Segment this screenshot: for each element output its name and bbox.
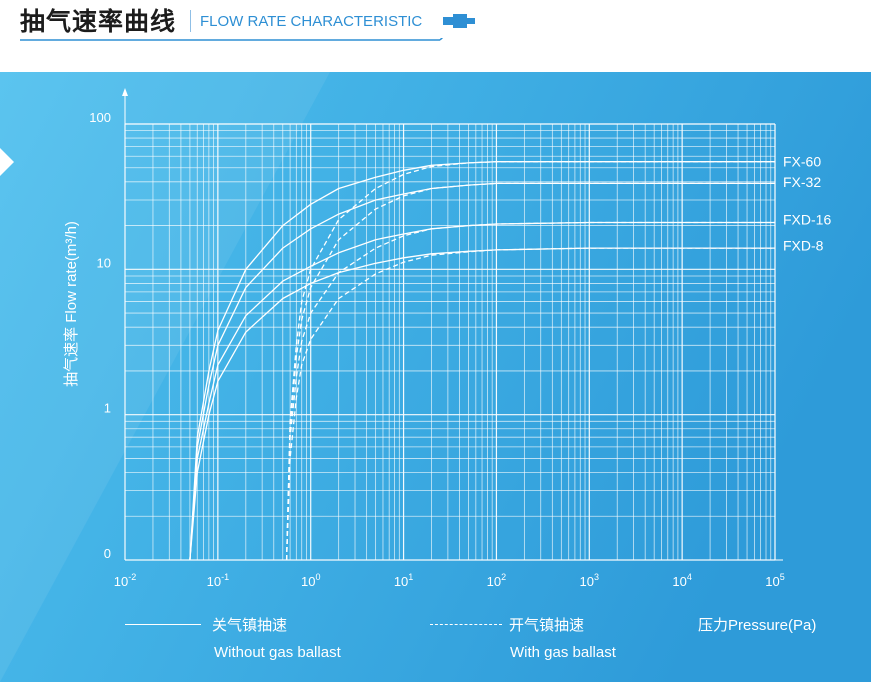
x-tick-label: 102 <box>487 572 506 589</box>
title-chinese: 抽气速率曲线 <box>20 7 177 36</box>
legend-solid-label-en: Without gas ballast <box>214 644 341 661</box>
title-english: FLOW RATE CHARACTERISTIC <box>200 13 423 30</box>
series-end-label: FX-32 <box>783 174 821 190</box>
title-underline <box>20 38 444 41</box>
series-fxd-16-dashed <box>285 221 775 561</box>
x-axis-label: 压力Pressure(Pa) <box>698 617 817 634</box>
y-tick-label: 10 <box>97 255 111 270</box>
legend-dashed-label-en: With gas ballast <box>510 644 616 661</box>
y-tick-label: 100 <box>89 110 111 125</box>
section-header: 抽气速率曲线 FLOW RATE CHARACTERISTIC <box>0 0 871 60</box>
series-fx-32-solid <box>189 182 775 561</box>
y-axis-label: 抽气速率 Flow rate(m³/h) <box>63 221 80 387</box>
panel-background <box>0 72 871 682</box>
series-end-label: FXD-8 <box>783 237 824 253</box>
x-tick-label: 105 <box>765 572 784 589</box>
legend-dashed-label-cn: 开气镇抽速 <box>509 617 585 634</box>
flow-rate-chart: 10-2 10-1 100 101 102 103 104 105 0 1 10 100 抽气速率 Fl… <box>0 72 871 682</box>
x-tick-label: 101 <box>394 572 413 589</box>
connector-icon <box>443 14 475 28</box>
y-axis-arrow <box>122 88 128 96</box>
x-tick-label: 104 <box>672 572 691 589</box>
x-tick-label: 100 <box>301 572 320 589</box>
series-fxd-8-solid <box>189 247 775 561</box>
legend-solid-line <box>125 624 201 625</box>
y-tick-label: 0 <box>104 546 111 561</box>
series-end-label: FX-60 <box>783 154 821 170</box>
x-tick-label: 10-1 <box>207 572 229 589</box>
series-fx-32-dashed <box>285 182 775 561</box>
panel-arrow-marker <box>0 148 14 176</box>
series-fxd-8-dashed <box>285 247 775 561</box>
x-tick-label: 10-2 <box>114 572 136 589</box>
series-end-label: FXD-16 <box>783 212 831 228</box>
x-tick-label: 103 <box>580 572 599 589</box>
series-fx-60-dashed <box>285 161 775 561</box>
legend-solid-label-cn: 关气镇抽速 <box>212 617 288 634</box>
panel-light-band <box>0 72 330 682</box>
title-separator <box>190 10 191 32</box>
chart-panel: 10-2 10-1 100 101 102 103 104 105 0 1 10 100 抽气速率 Fl… <box>0 72 871 682</box>
y-tick-label: 1 <box>104 401 111 416</box>
legend-dashed-line <box>430 624 502 625</box>
